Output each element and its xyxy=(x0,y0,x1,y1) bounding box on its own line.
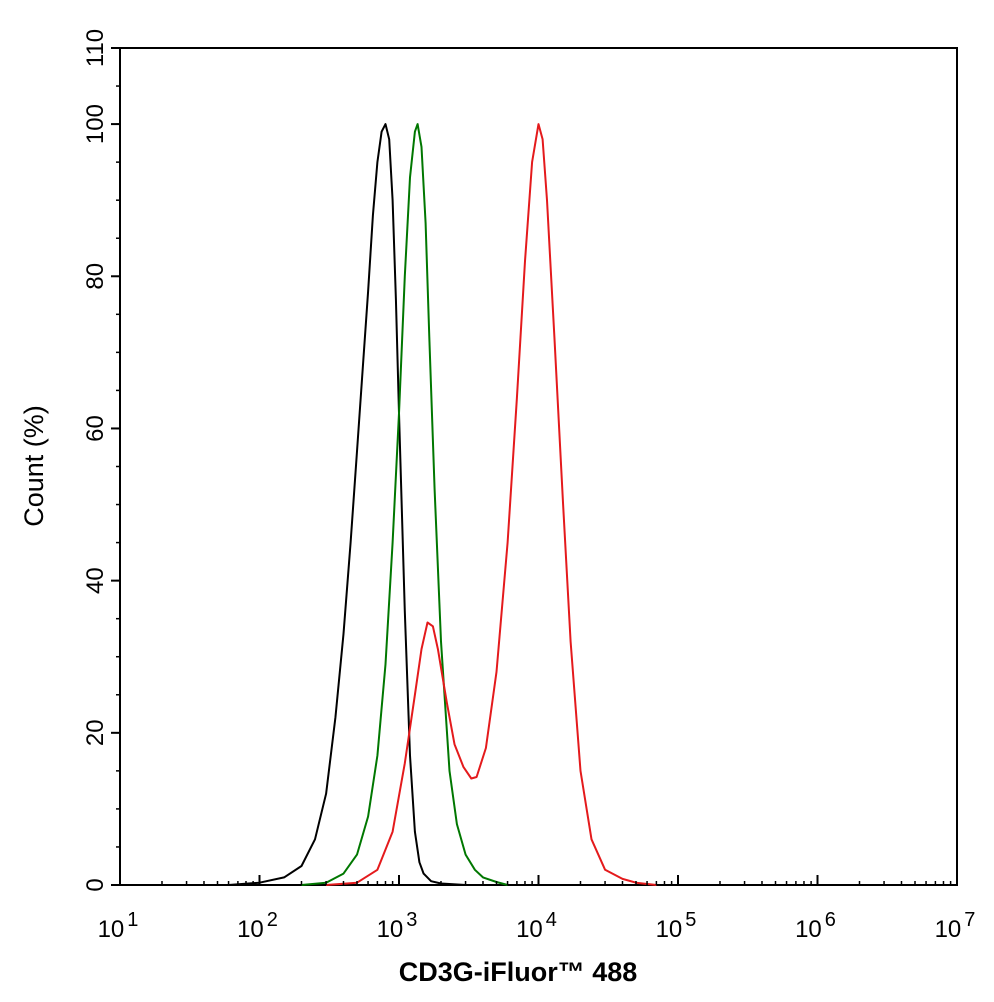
x-tick-label: 10 4 xyxy=(516,909,557,943)
x-tick-label: 10 1 xyxy=(98,909,139,943)
x-tick-label: 10 7 xyxy=(935,909,976,943)
y-tick-label: 60 xyxy=(82,415,109,442)
y-tick-label: 0 xyxy=(82,878,109,891)
x-tick-label: 10 6 xyxy=(795,909,836,943)
y-tick-label: 110 xyxy=(82,29,109,67)
histogram-series-3 xyxy=(326,123,657,886)
x-tick-label: 10 3 xyxy=(377,909,418,943)
y-axis-ticks: 0 20 40 60 80 100 110 xyxy=(82,29,120,892)
histogram-series-1 xyxy=(228,123,497,886)
x-axis-ticks: 10 1 10 2 10 3 10 4 10 5 10 6 10 7 xyxy=(98,875,976,943)
y-tick-label: 20 xyxy=(82,719,109,746)
x-tick-label: 10 5 xyxy=(656,909,697,943)
y-axis-title: Count (%) xyxy=(19,405,49,527)
histogram-series-2 xyxy=(301,123,508,886)
y-tick-label: 100 xyxy=(82,104,109,144)
y-tick-label: 80 xyxy=(82,263,109,290)
plot-frame xyxy=(119,47,958,886)
x-axis-title: CD3G-iFluor™ 488 xyxy=(399,957,638,987)
y-tick-label: 40 xyxy=(82,567,109,594)
series-layer xyxy=(228,123,657,886)
x-tick-label: 10 2 xyxy=(237,909,278,943)
